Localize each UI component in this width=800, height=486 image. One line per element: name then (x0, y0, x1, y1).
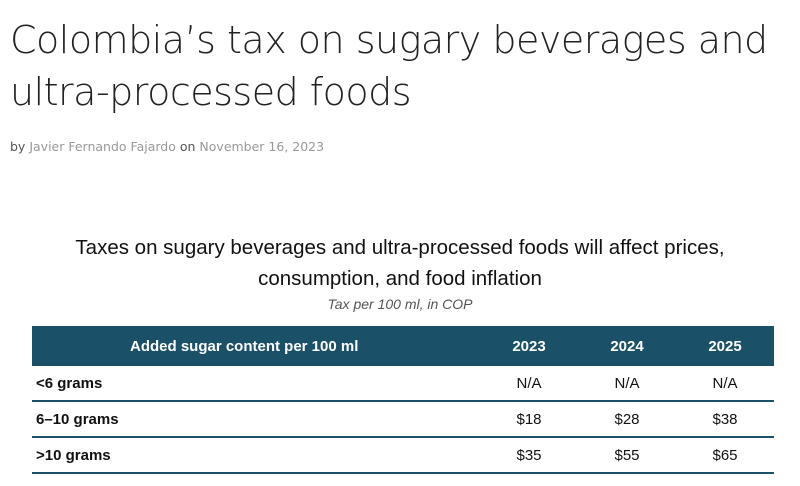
figure: Taxes on sugary beverages and ultra-proc… (0, 222, 800, 312)
table-cell: $28 (578, 401, 676, 438)
byline-prefix: by (10, 139, 26, 154)
author-link[interactable]: Javier Fernando Fajardo (29, 139, 176, 154)
publish-date: November 16, 2023 (199, 139, 325, 154)
row-label: 6–10 grams (32, 401, 480, 438)
table-header-row: Added sugar content per 100 ml 2023 2024… (32, 326, 774, 366)
byline-on: on (179, 139, 196, 154)
header-sugar-content: Added sugar content per 100 ml (32, 326, 480, 366)
table-row: 6–10 grams $18 $28 $38 (32, 401, 774, 438)
table-row: <6 grams N/A N/A N/A (32, 366, 774, 402)
tax-table: Added sugar content per 100 ml 2023 2024… (32, 326, 774, 474)
table-cell: $35 (480, 437, 578, 474)
row-label: >10 grams (32, 437, 480, 474)
header-year-2023: 2023 (480, 326, 578, 366)
table-cell: N/A (480, 366, 578, 402)
table-row: >10 grams $35 $55 $65 (32, 437, 774, 474)
table-cell: $38 (676, 401, 774, 438)
figure-title: Taxes on sugary beverages and ultra-proc… (0, 232, 800, 294)
byline: by Javier Fernando Fajardo on November 1… (10, 139, 324, 154)
table-cell: $18 (480, 401, 578, 438)
table-cell: $55 (578, 437, 676, 474)
row-label: <6 grams (32, 366, 480, 402)
figure-title-line-1: Taxes on sugary beverages and ultra-proc… (75, 236, 725, 259)
header-year-2025: 2025 (676, 326, 774, 366)
table-cell: N/A (676, 366, 774, 402)
article-title: Colombia’s tax on sugary beverages and u… (10, 18, 768, 114)
figure-title-line-2: consumption, and food inflation (258, 267, 542, 290)
header-year-2024: 2024 (578, 326, 676, 366)
table-cell: N/A (578, 366, 676, 402)
table-cell: $65 (676, 437, 774, 474)
figure-subtitle: Tax per 100 ml, in COP (327, 296, 473, 312)
